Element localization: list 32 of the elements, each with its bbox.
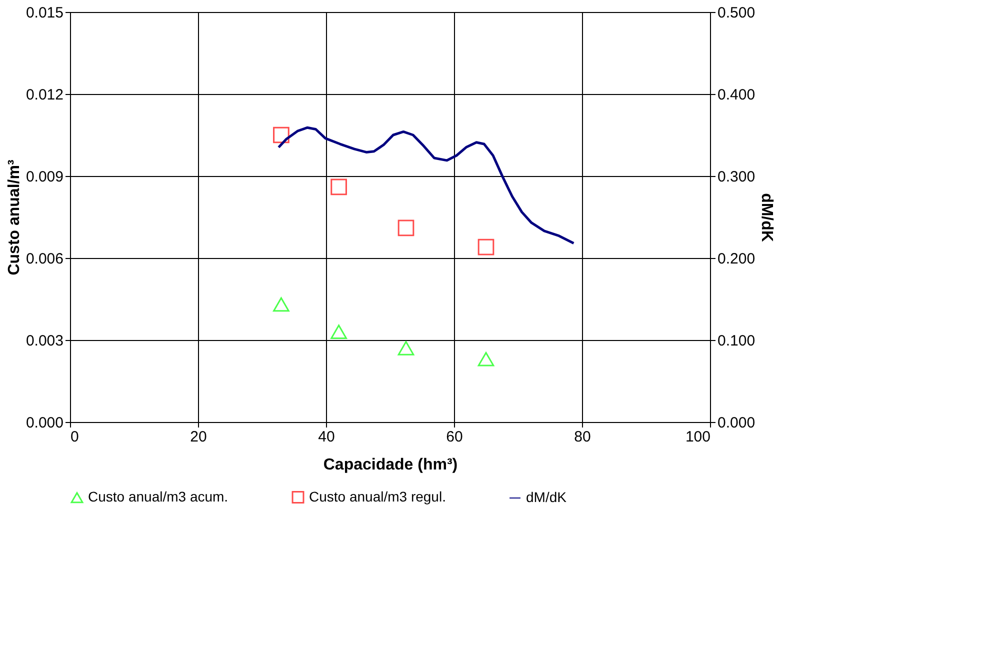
- y2-tick-label: 0.400: [718, 86, 756, 104]
- point: [330, 324, 347, 339]
- y-tick-label: 0.000: [26, 414, 64, 432]
- x-tick-label: 100: [685, 428, 710, 446]
- y2-tick-label: 0.300: [718, 168, 756, 186]
- y-axis-title: Custo anual/m³: [6, 160, 23, 276]
- x-tick-label: 40: [318, 428, 335, 446]
- y-tick-label: 0.012: [26, 86, 64, 104]
- y-tick-label: 0.003: [26, 332, 64, 350]
- x-axis-title: Capacidade (hm³): [323, 456, 458, 474]
- x-tick-label: 60: [446, 428, 463, 446]
- y2-tick-label: 0.100: [718, 332, 756, 350]
- y2-tick-label: 0.200: [718, 250, 756, 268]
- point: [398, 220, 414, 236]
- point: [478, 352, 494, 366]
- legend-label: dM/dK: [526, 489, 568, 505]
- y-tick-label: 0.006: [26, 250, 64, 268]
- y2-axis-title: dM/dK: [758, 193, 776, 242]
- point: [478, 238, 494, 256]
- y2-tick-label: 0.000: [718, 414, 756, 432]
- point: [330, 178, 347, 196]
- y-tick-label: 0.009: [26, 168, 64, 186]
- x-tick-label: 20: [190, 428, 207, 446]
- legend-label: Custo anual/m3 acum.: [88, 488, 228, 505]
- point: [398, 341, 414, 356]
- x-tick-label: 80: [574, 428, 591, 446]
- y2-tick-label: 0.500: [718, 4, 756, 22]
- point: [273, 297, 290, 312]
- legend-label: Custo anual/m3 regul.: [309, 488, 446, 504]
- point: [273, 126, 290, 144]
- y-tick-label: 0.015: [26, 4, 64, 22]
- x-tick-label: 0: [70, 428, 79, 446]
